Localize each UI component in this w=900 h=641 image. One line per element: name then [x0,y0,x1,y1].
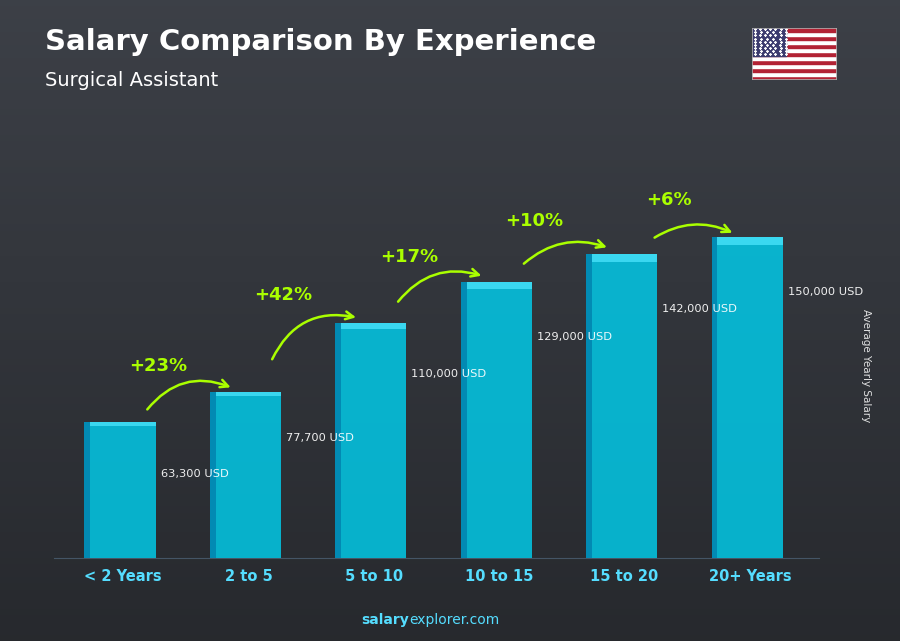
Text: 129,000 USD: 129,000 USD [536,332,612,342]
Bar [752,52,837,56]
Bar [336,322,341,558]
Bar [210,392,216,558]
Text: Average Yearly Salary: Average Yearly Salary [860,309,871,422]
Bar [752,68,837,72]
Bar [341,322,407,328]
Bar [717,237,783,245]
Bar [752,28,786,56]
Bar [90,422,156,558]
Bar [752,31,837,36]
Bar [752,40,837,44]
Text: 142,000 USD: 142,000 USD [662,304,737,314]
Text: +10%: +10% [505,212,563,230]
Bar [712,237,717,558]
Bar [752,56,837,60]
Text: +42%: +42% [255,287,312,304]
Bar [216,392,281,395]
Bar [752,48,837,52]
Bar [341,322,407,558]
Bar [752,36,837,40]
Bar [85,422,90,558]
Bar [752,28,837,31]
Bar [752,44,837,48]
Text: +6%: +6% [645,190,691,209]
Bar [466,282,532,558]
Bar [461,282,466,558]
Bar [592,254,657,262]
Text: 77,700 USD: 77,700 USD [286,433,354,443]
Bar [717,237,783,558]
Text: 63,300 USD: 63,300 USD [160,469,229,479]
Text: Surgical Assistant: Surgical Assistant [45,71,218,90]
Bar [216,392,281,558]
Text: explorer.com: explorer.com [410,613,500,627]
Bar [752,60,837,64]
Bar [752,72,837,76]
Text: +17%: +17% [380,248,438,266]
Text: 150,000 USD: 150,000 USD [788,287,863,297]
Bar [752,64,837,68]
Text: +23%: +23% [129,356,187,374]
Text: Salary Comparison By Experience: Salary Comparison By Experience [45,28,596,56]
Bar [752,76,837,80]
Bar [586,254,592,558]
Bar [466,282,532,289]
Bar [90,422,156,426]
Bar [592,254,657,558]
Text: salary: salary [362,613,410,627]
Text: 110,000 USD: 110,000 USD [411,369,487,379]
